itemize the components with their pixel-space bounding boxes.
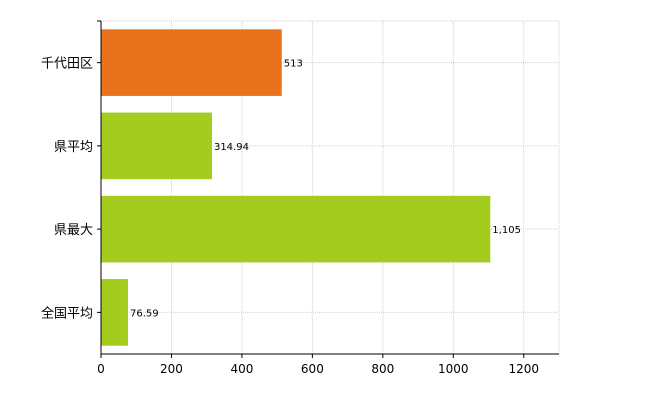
data-label-2: 1,105	[492, 225, 521, 236]
x-tick-label-1: 200	[160, 362, 183, 376]
category-label-1: 県平均	[54, 140, 93, 155]
x-tick-label-6: 1200	[508, 362, 539, 376]
bar-0[interactable]	[101, 29, 282, 96]
x-tick-label-0: 0	[97, 362, 105, 376]
x-tick-label-5: 1000	[438, 362, 469, 376]
x-tick-label-2: 400	[230, 362, 253, 376]
x-tick-label-4: 800	[371, 362, 394, 376]
bars	[101, 29, 491, 346]
bar-2[interactable]	[101, 195, 491, 263]
axes	[97, 20, 559, 358]
category-label-2: 県最大	[54, 223, 93, 238]
labels: 513 千代田区 314.94 県平均 1,105 県最大 76.59 全国平均 0 200 400…	[41, 57, 539, 376]
category-label-0: 千代田区	[41, 57, 93, 72]
data-label-0: 513	[284, 59, 303, 70]
data-label-3: 76.59	[130, 308, 159, 319]
data-label-1: 314.94	[214, 142, 249, 153]
category-label-3: 全国平均	[41, 305, 93, 321]
x-tick-label-3: 600	[301, 362, 324, 376]
bar-3[interactable]	[101, 279, 128, 346]
bar-1[interactable]	[101, 112, 212, 180]
